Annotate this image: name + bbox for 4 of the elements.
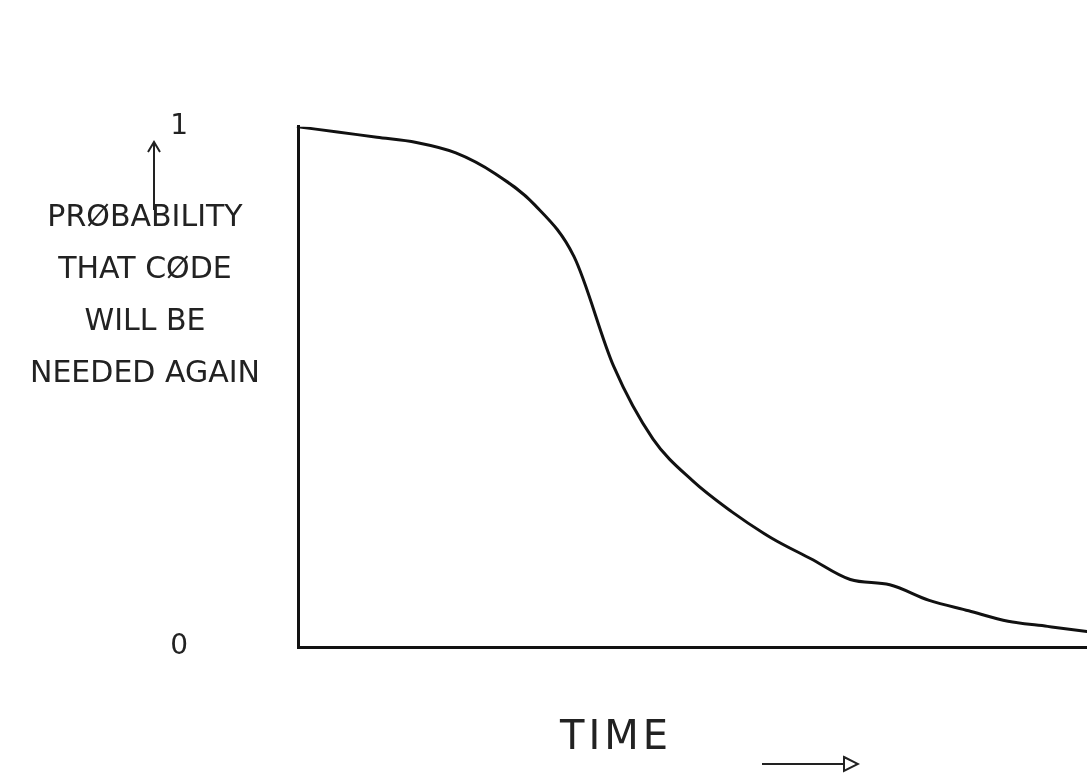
y-axis-title: PRØBABILITY THAT CØDE WILL BE NEEDED AGAIN	[28, 197, 262, 391]
y-tick-label: 0	[170, 628, 188, 662]
x-axis-title: TIME	[560, 712, 673, 758]
y-tick-label: 1	[170, 108, 188, 142]
